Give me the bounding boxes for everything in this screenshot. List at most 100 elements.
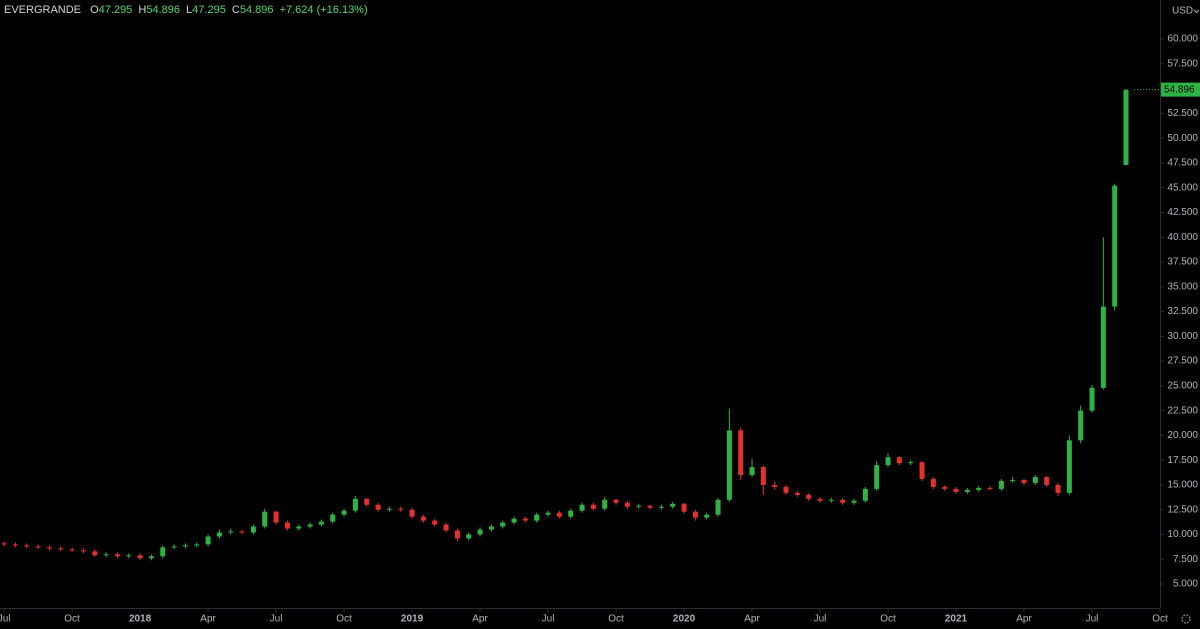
candle-body bbox=[908, 462, 914, 464]
header: EVERGRANDE O47.295 H54.896 L47.295 C54.8… bbox=[4, 4, 368, 16]
candle-body bbox=[409, 509, 415, 517]
candle-body bbox=[12, 544, 18, 546]
candle-body bbox=[80, 550, 86, 552]
y-tick-label: 32.500 bbox=[1167, 306, 1198, 317]
candle-body bbox=[1032, 477, 1038, 483]
y-tick-label: 30.000 bbox=[1167, 331, 1198, 342]
candle-body bbox=[330, 514, 336, 522]
candle-body bbox=[216, 532, 222, 537]
candle-body bbox=[1021, 479, 1027, 483]
y-tick-label: 60.000 bbox=[1167, 34, 1198, 45]
candle-body bbox=[874, 465, 880, 489]
candle-body bbox=[953, 488, 959, 492]
candle-body bbox=[398, 508, 404, 510]
candle-body bbox=[1112, 185, 1118, 307]
candle-body bbox=[352, 498, 358, 511]
candle-body bbox=[851, 500, 857, 503]
y-tick-label: 52.500 bbox=[1167, 108, 1198, 119]
candle-body bbox=[930, 478, 936, 487]
candle-body bbox=[885, 457, 891, 466]
x-tick-label: Oct bbox=[880, 614, 896, 625]
candle-body bbox=[794, 492, 800, 495]
candle-body bbox=[375, 504, 381, 510]
y-tick-label: 37.500 bbox=[1167, 257, 1198, 268]
candle-body bbox=[1044, 477, 1050, 485]
candle-body bbox=[976, 487, 982, 490]
candle-body bbox=[386, 508, 392, 510]
candle-body bbox=[704, 514, 710, 518]
candle-body bbox=[296, 526, 302, 529]
x-tick-label: Oct bbox=[1152, 614, 1168, 625]
candle-body bbox=[738, 430, 744, 476]
candle-body bbox=[46, 547, 52, 549]
close-value: 54.896 bbox=[240, 4, 274, 16]
candle-body bbox=[647, 505, 653, 508]
y-tick-label: 42.500 bbox=[1167, 207, 1198, 218]
low-label: L bbox=[186, 4, 192, 16]
y-tick-label: 20.000 bbox=[1167, 430, 1198, 441]
candle-body bbox=[1100, 306, 1106, 388]
y-tick-label: 5.000 bbox=[1173, 579, 1198, 590]
candle-body bbox=[137, 555, 143, 559]
y-tick-label: 15.000 bbox=[1167, 480, 1198, 491]
candle-body bbox=[1123, 89, 1129, 165]
candle-body bbox=[783, 486, 789, 493]
candle-body bbox=[364, 498, 370, 505]
candle-body bbox=[726, 430, 732, 500]
x-tick-label: Apr bbox=[200, 614, 216, 625]
candle-body bbox=[602, 499, 608, 509]
x-tick-label: Oct bbox=[608, 614, 624, 625]
candle-body bbox=[942, 486, 948, 489]
candle-body bbox=[658, 506, 664, 508]
currency[interactable]: USD bbox=[1172, 6, 1193, 17]
candle-body bbox=[466, 534, 472, 539]
candle-body bbox=[228, 531, 234, 533]
candle-body bbox=[828, 499, 834, 501]
x-tick-label: Oct bbox=[336, 614, 352, 625]
x-tick-label: Jul bbox=[542, 614, 555, 625]
y-tick-label: 22.500 bbox=[1167, 405, 1198, 416]
last-price-label: 54.896 bbox=[1164, 84, 1195, 95]
candle-body bbox=[806, 494, 812, 499]
candle-body bbox=[284, 522, 290, 529]
candle-body bbox=[862, 488, 868, 501]
candle-body bbox=[919, 462, 925, 479]
candle-body bbox=[579, 504, 585, 511]
candle-body bbox=[817, 498, 823, 501]
y-tick-label: 17.500 bbox=[1167, 455, 1198, 466]
candle-body bbox=[443, 524, 449, 531]
low-value: 47.295 bbox=[192, 4, 226, 16]
y-tick-label: 45.000 bbox=[1167, 182, 1198, 193]
y-tick-label: 50.000 bbox=[1167, 133, 1198, 144]
candle-body bbox=[69, 549, 75, 551]
open-value: 47.295 bbox=[99, 4, 133, 16]
y-tick-label: 27.500 bbox=[1167, 356, 1198, 367]
candle-body bbox=[590, 504, 596, 509]
candle-body bbox=[24, 545, 30, 547]
candle-body bbox=[840, 499, 846, 503]
y-tick-label: 35.000 bbox=[1167, 281, 1198, 292]
x-tick-label: 2018 bbox=[129, 614, 152, 625]
candle-body bbox=[1010, 479, 1016, 481]
y-tick-label: 57.500 bbox=[1167, 58, 1198, 69]
candle-body bbox=[273, 511, 279, 523]
close-label: C bbox=[232, 4, 240, 16]
candle-body bbox=[534, 514, 540, 521]
settings-icon[interactable] bbox=[1181, 614, 1191, 624]
candle-body bbox=[432, 520, 438, 525]
x-tick-label: Jul bbox=[1086, 614, 1099, 625]
candle-body bbox=[262, 511, 268, 527]
symbol: EVERGRANDE bbox=[4, 4, 81, 16]
y-tick-label: 47.500 bbox=[1167, 158, 1198, 169]
x-tick-label: 2020 bbox=[673, 614, 696, 625]
candle-body bbox=[250, 526, 256, 533]
y-tick-label: 10.000 bbox=[1167, 529, 1198, 540]
x-tick-label: 2021 bbox=[945, 614, 968, 625]
candle-body bbox=[148, 556, 154, 559]
y-tick-label: 12.500 bbox=[1167, 504, 1198, 515]
candle-body bbox=[636, 505, 642, 507]
x-tick-label: Apr bbox=[472, 614, 488, 625]
